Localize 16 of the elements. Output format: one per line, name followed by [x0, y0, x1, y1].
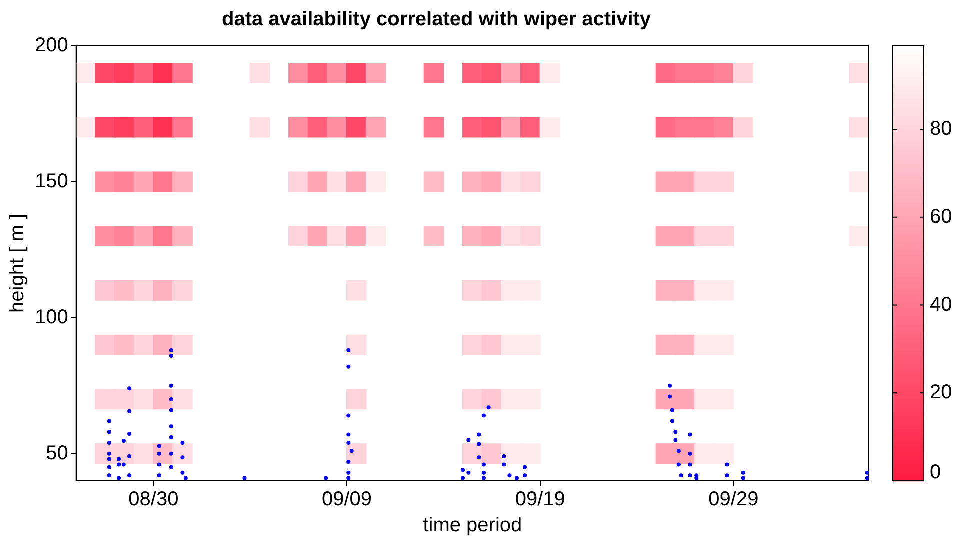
x-tick-label: 08/30	[128, 488, 179, 511]
color-bar-label: 60	[930, 206, 952, 228]
x-axis-title: time period	[423, 514, 522, 537]
x-tick-label: 09/19	[515, 488, 566, 511]
y-tick-label: 200	[34, 34, 68, 57]
color-bar-label: 40	[930, 294, 952, 316]
chart-title: data availability correlated with wiper activity	[222, 8, 652, 31]
color-bar-label: 20	[930, 382, 952, 404]
y-tick-label: 50	[46, 442, 68, 464]
y-tick-label: 150	[34, 170, 68, 192]
color-bar-label: 80	[930, 118, 952, 140]
x-tick-label: 09/09	[322, 488, 372, 511]
color-bar-label: 0	[930, 462, 942, 484]
y-tick-label: 100	[34, 306, 68, 328]
y-axis-title: height [ m ]	[6, 214, 29, 313]
x-tick-label: 09/29	[708, 488, 759, 511]
